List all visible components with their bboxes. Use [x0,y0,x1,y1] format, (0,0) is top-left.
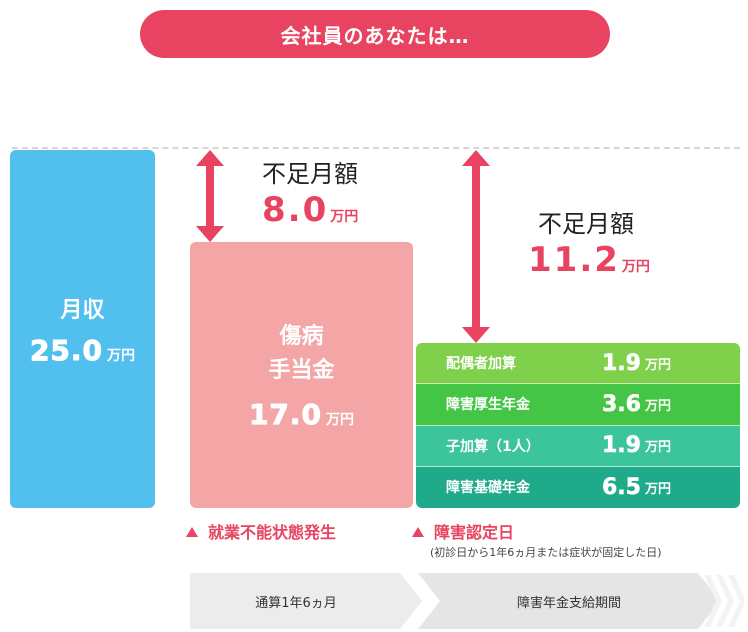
pension-row-unit: 万円 [644,440,671,456]
shortfall-1-unit: 万円 [330,209,359,225]
timeline-period-1-label: 通算1年6ヵ月 [255,595,337,611]
salary-label: 月収 [60,297,105,323]
sickness-label-1: 傷病 [279,323,324,349]
pension-row-spouse: 配偶者加算 1.9 万円 [416,343,740,385]
event-incapacity: 就業不能状態発生 [186,519,336,543]
timeline-period-2-label: 障害年金支給期間 [516,595,621,611]
shortfall-2-label: 不足月額 [538,210,634,238]
timeline-period-1: 通算1年6ヵ月 [190,573,422,629]
pension-row-employee-disability: 障害厚生年金 3.6 万円 [416,384,740,426]
pension-row-label: 配偶者加算 [446,356,516,373]
triangle-up-icon [412,527,424,537]
header-title: 会社員のあなたは… [140,10,610,58]
timeline-period-2: 障害年金支給期間 [418,573,720,629]
sickness-amount-row: 17.0 万円 [248,397,355,431]
salary-block: 月収 25.0 万円 [10,150,155,508]
pension-row-basic-disability: 障害基礎年金 6.5 万円 [416,466,740,508]
arrow-down-head [462,327,490,343]
arrow-up-head [196,150,224,166]
triangle-up-icon [186,527,198,537]
event-disability-date: 障害認定日 [412,519,514,543]
shortfall-2-amount: 11.2 [528,240,620,280]
salary-level-line [12,147,740,149]
pension-row-amount: 1.9 [602,433,642,459]
pension-row-amount: 6.5 [602,474,642,501]
sickness-unit: 万円 [326,411,355,428]
pension-row-label: 障害基礎年金 [446,480,530,497]
event-disability-date-label: 障害認定日 [434,523,515,542]
salary-amount-row: 25.0 万円 [29,333,136,367]
shortfall-2-unit: 万円 [621,259,650,275]
salary-amount: 25.0 [29,333,104,367]
shortfall-2-amount-row: 11.2 万円 [528,240,650,280]
arrow-up-head [462,150,490,166]
pension-row-unit: 万円 [644,357,671,373]
pension-row-unit: 万円 [644,398,671,414]
shortfall-arrow-1 [196,150,224,242]
salary-unit: 万円 [107,347,136,364]
pension-row-label: 子加算（1人） [446,438,540,455]
sickness-amount: 17.0 [248,397,323,431]
event-incapacity-label: 就業不能状態発生 [208,523,337,542]
pension-row-amount: 3.6 [602,391,642,418]
arrow-shaft [206,165,214,227]
pension-row-unit: 万円 [644,481,671,497]
shortfall-1-label: 不足月額 [262,160,358,188]
pension-row-label: 障害厚生年金 [446,397,530,414]
arrow-shaft [472,165,480,328]
sickness-allowance-block: 傷病 手当金 17.0 万円 [190,242,413,508]
event-disability-note: (初診日から1年6ヵ月または症状が固定した日) [430,546,662,559]
shortfall-1-amount: 8.0 [262,190,329,230]
pension-row-child: 子加算（1人） 1.9 万円 [416,425,740,467]
shortfall-arrow-2 [462,150,490,343]
shortfall-1-amount-row: 8.0 万円 [262,190,358,230]
sickness-label-2: 手当金 [268,357,335,383]
pension-stack: 配偶者加算 1.9 万円 障害厚生年金 3.6 万円 子加算（1人） 1.9 万… [416,343,740,508]
pension-row-amount: 1.9 [602,350,642,376]
arrow-down-head [196,226,224,242]
